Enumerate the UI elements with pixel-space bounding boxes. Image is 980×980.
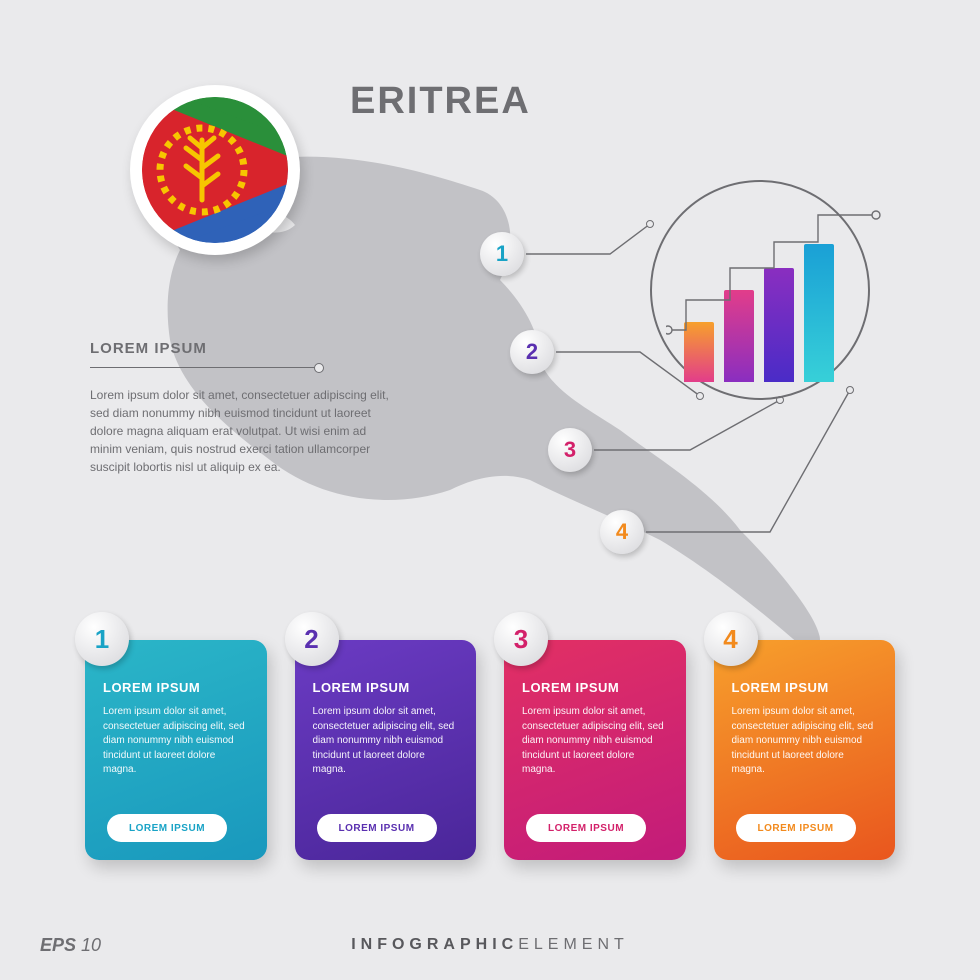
info-card-1: 1LOREM IPSUMLorem ipsum dolor sit amet, … xyxy=(85,640,267,860)
card-heading: LOREM IPSUM xyxy=(103,680,249,695)
card-heading: LOREM IPSUM xyxy=(313,680,459,695)
card-cta-button[interactable]: LOREM IPSUM xyxy=(526,814,646,842)
chart-step-line xyxy=(666,190,896,390)
info-card-2: 2LOREM IPSUMLorem ipsum dolor sit amet, … xyxy=(295,640,477,860)
card-badge-4: 4 xyxy=(704,612,758,666)
info-card-3: 3LOREM IPSUMLorem ipsum dolor sit amet, … xyxy=(504,640,686,860)
info-card-4: 4LOREM IPSUMLorem ipsum dolor sit amet, … xyxy=(714,640,896,860)
card-badge-2: 2 xyxy=(285,612,339,666)
card-body: Lorem ipsum dolor sit amet, consectetuer… xyxy=(522,705,668,778)
card-cta-button[interactable]: LOREM IPSUM xyxy=(317,814,437,842)
card-body: Lorem ipsum dolor sit amet, consectetuer… xyxy=(313,705,459,778)
lead-divider xyxy=(90,367,320,368)
card-badge-1: 1 xyxy=(75,612,129,666)
lead-heading: LOREM IPSUM xyxy=(90,340,390,357)
footer-label: INFOGRAPHICELEMENT xyxy=(0,936,980,954)
lead-block: LOREM IPSUM Lorem ipsum dolor sit amet, … xyxy=(90,340,390,476)
card-cta-button[interactable]: LOREM IPSUM xyxy=(107,814,227,842)
card-badge-3: 3 xyxy=(494,612,548,666)
card-body: Lorem ipsum dolor sit amet, consectetuer… xyxy=(103,705,249,778)
card-heading: LOREM IPSUM xyxy=(732,680,878,695)
info-cards-row: 1LOREM IPSUMLorem ipsum dolor sit amet, … xyxy=(85,640,895,860)
lead-body: Lorem ipsum dolor sit amet, consectetuer… xyxy=(90,386,390,476)
card-heading: LOREM IPSUM xyxy=(522,680,668,695)
card-body: Lorem ipsum dolor sit amet, consectetuer… xyxy=(732,705,878,778)
card-cta-button[interactable]: LOREM IPSUM xyxy=(736,814,856,842)
